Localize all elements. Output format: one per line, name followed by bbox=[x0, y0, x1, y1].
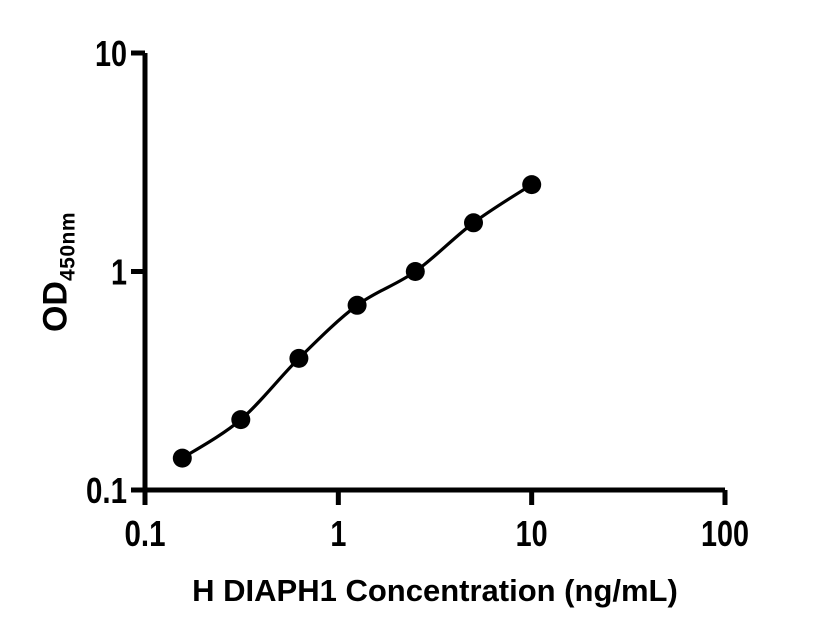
y-tick-label: 10 bbox=[95, 33, 127, 74]
x-tick-label: 100 bbox=[701, 513, 749, 554]
y-ticks-group bbox=[131, 50, 145, 493]
y-axis-title: OD450nm bbox=[36, 212, 80, 333]
y-tick-labels-group: 0.1 1 10 bbox=[86, 33, 127, 511]
data-point bbox=[405, 262, 425, 281]
points-group bbox=[172, 175, 542, 468]
x-tick-label: 1 bbox=[330, 513, 346, 554]
y-axis-title-main: OD bbox=[36, 281, 75, 333]
axes-group bbox=[142, 53, 725, 493]
x-axis-title: H DIAPH1 Concentration (ng/mL) bbox=[192, 573, 678, 608]
data-point bbox=[347, 295, 367, 315]
y-axis-title-subscript: 450nm bbox=[56, 211, 80, 282]
x-ticks-group bbox=[142, 490, 728, 505]
data-point bbox=[522, 175, 542, 195]
x-tick-label: 10 bbox=[516, 513, 548, 554]
axis-frame bbox=[142, 53, 725, 493]
data-point bbox=[464, 213, 483, 233]
y-tick-label: 1 bbox=[111, 252, 127, 293]
x-tick-label: 0.1 bbox=[125, 513, 166, 554]
data-point bbox=[289, 348, 309, 368]
y-tick-label: 0.1 bbox=[86, 470, 127, 511]
x-tick-labels-group: 0.1 1 10 100 bbox=[125, 513, 750, 554]
data-point bbox=[231, 410, 251, 430]
data-point bbox=[172, 448, 192, 468]
